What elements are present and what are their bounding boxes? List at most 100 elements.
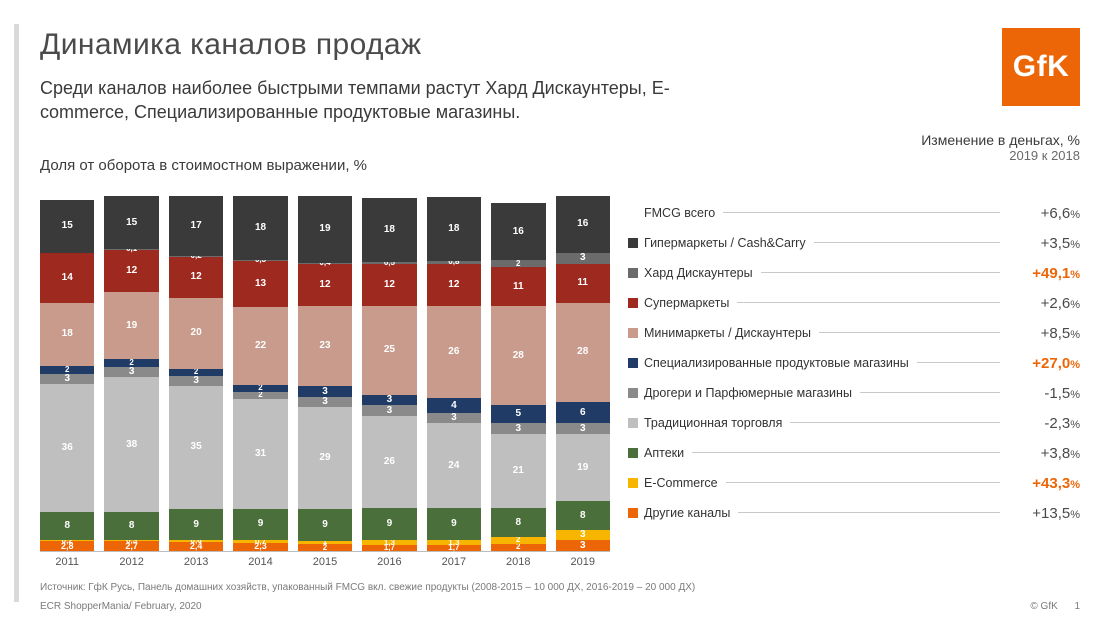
seg-hyper: 15	[40, 200, 94, 253]
legend-line	[917, 362, 1000, 363]
x-tick: 2011	[40, 556, 94, 568]
seg-super: 12	[362, 264, 416, 307]
legend-swatch	[628, 238, 638, 248]
seg-hyper: 19	[298, 196, 352, 263]
seg-trad: 29	[298, 407, 352, 509]
seg-super: 14	[40, 253, 94, 303]
page-subtitle: Среди каналов наиболее быстрыми темпами …	[40, 76, 740, 125]
seg-trad: 38	[104, 377, 158, 512]
seg-pharm: 8	[40, 512, 94, 540]
seg-ecom: 0,3	[104, 540, 158, 541]
legend-change-table: FMCG всего+6,6%Гипермаркеты / Cash&Carry…	[628, 196, 1080, 568]
seg-hyper: 18	[362, 198, 416, 262]
seg-pharm: 9	[233, 509, 287, 541]
bar-2019: 33819362811316	[556, 196, 610, 551]
seg-hard: 0,8	[427, 261, 481, 264]
seg-hard: 0,5	[362, 262, 416, 264]
seg-mini: 25	[362, 306, 416, 395]
seg-trad: 35	[169, 386, 223, 509]
seg-spec: 2	[169, 369, 223, 376]
seg-mini: 22	[233, 307, 287, 385]
seg-ecom: 1,3	[362, 540, 416, 545]
seg-ecom: 0,7	[233, 540, 287, 542]
side-rule	[14, 24, 19, 602]
legend-line	[819, 332, 1000, 333]
footer-left: ECR ShopperMania/ February, 2020	[40, 601, 202, 612]
legend-label: Минимаркеты / Дискаунтеры	[644, 326, 811, 340]
seg-hyper: 16	[556, 196, 610, 253]
seg-hard: 3	[556, 253, 610, 264]
legend-value: +49,1%	[1008, 265, 1080, 282]
seg-spec: 2	[104, 359, 158, 366]
seg-trad: 26	[362, 416, 416, 508]
seg-pharm: 8	[556, 501, 610, 529]
x-axis: 201120122013201420152016201720182019	[40, 556, 610, 568]
seg-mini: 20	[169, 298, 223, 368]
seg-drog: 3	[104, 367, 158, 378]
legend-row: Другие каналы+13,5%	[628, 498, 1080, 528]
legend-value: +3,5%	[1008, 235, 1080, 252]
legend-label: Аптеки	[644, 446, 684, 460]
legend-value: +27,0%	[1008, 355, 1080, 372]
seg-other: 3	[556, 540, 610, 551]
seg-mini: 26	[427, 306, 481, 398]
seg-hard: 2	[491, 260, 545, 267]
legend-swatch	[628, 328, 638, 338]
seg-pharm: 9	[298, 509, 352, 541]
seg-pharm: 9	[427, 508, 481, 540]
seg-hyper: 17	[169, 196, 223, 256]
legend-row: Гипермаркеты / Cash&Carry+3,5%	[628, 228, 1080, 258]
seg-mini: 23	[298, 306, 352, 387]
x-tick: 2015	[298, 556, 352, 568]
slide-root: GfK Динамика каналов продаж Среди канало…	[0, 0, 1120, 630]
legend-label: Дрогери и Парфюмерные магазины	[644, 386, 852, 400]
seg-super: 12	[427, 264, 481, 307]
bar-2018: 22821352811216	[491, 196, 545, 551]
legend-row: E-Commerce+43,3%	[628, 468, 1080, 498]
legend-line	[726, 482, 1000, 483]
legend-row: Специализированные продуктовые магазины +…	[628, 348, 1080, 378]
seg-pharm: 8	[491, 508, 545, 536]
x-tick: 2014	[233, 556, 287, 568]
seg-mini: 19	[104, 292, 158, 359]
legend-swatch	[628, 478, 638, 488]
seg-pharm: 9	[169, 509, 223, 541]
legend-label: Традиционная торговля	[644, 416, 782, 430]
logo-text: GfK	[1013, 50, 1070, 84]
change-header-text: Изменение в деньгах, %	[921, 132, 1080, 148]
x-tick: 2019	[556, 556, 610, 568]
seg-super: 12	[298, 264, 352, 306]
source-text: Источник: ГфК Русь, Панель домашних хозя…	[40, 582, 1080, 593]
legend-label: Другие каналы	[644, 506, 730, 520]
legend-swatch	[628, 388, 638, 398]
legend-line	[761, 272, 1000, 273]
seg-ecom: 3	[556, 530, 610, 541]
change-header: Изменение в деньгах, % 2019 к 2018	[921, 132, 1080, 163]
seg-hard: 0,2	[169, 256, 223, 257]
seg-pharm: 9	[362, 508, 416, 540]
bar-2011: 2,80,283632181415	[40, 196, 94, 551]
legend-row: Традиционная торговля-2,3%	[628, 408, 1080, 438]
x-tick: 2012	[104, 556, 158, 568]
footer-copyright: © GfK	[1030, 601, 1057, 612]
legend-swatch	[628, 448, 638, 458]
legend-value: +6,6%	[1008, 205, 1080, 222]
legend-swatch	[628, 508, 638, 518]
bar-2012: 2,70,38383219120,115	[104, 196, 158, 551]
seg-drog: 3	[427, 413, 481, 424]
stacked-bar-chart: 2,80,2836321814152,70,38383219120,1152,4…	[40, 196, 610, 568]
seg-spec: 3	[298, 386, 352, 397]
seg-ecom: 0,2	[40, 540, 94, 541]
seg-drog: 3	[362, 405, 416, 416]
seg-spec: 2	[40, 366, 94, 373]
seg-other: 2	[491, 544, 545, 551]
legend-swatch	[628, 358, 638, 368]
body-row: 2,80,2836321814152,70,38383219120,1152,4…	[40, 196, 1080, 568]
gfk-logo: GfK	[1002, 28, 1080, 106]
bar-2016: 1,71,39263325120,518	[362, 196, 416, 551]
seg-ecom: 1,3	[427, 540, 481, 545]
legend-line	[860, 392, 1000, 393]
seg-super: 13	[233, 261, 287, 307]
legend-line	[692, 452, 1000, 453]
legend-label: Специализированные продуктовые магазины	[644, 356, 909, 370]
